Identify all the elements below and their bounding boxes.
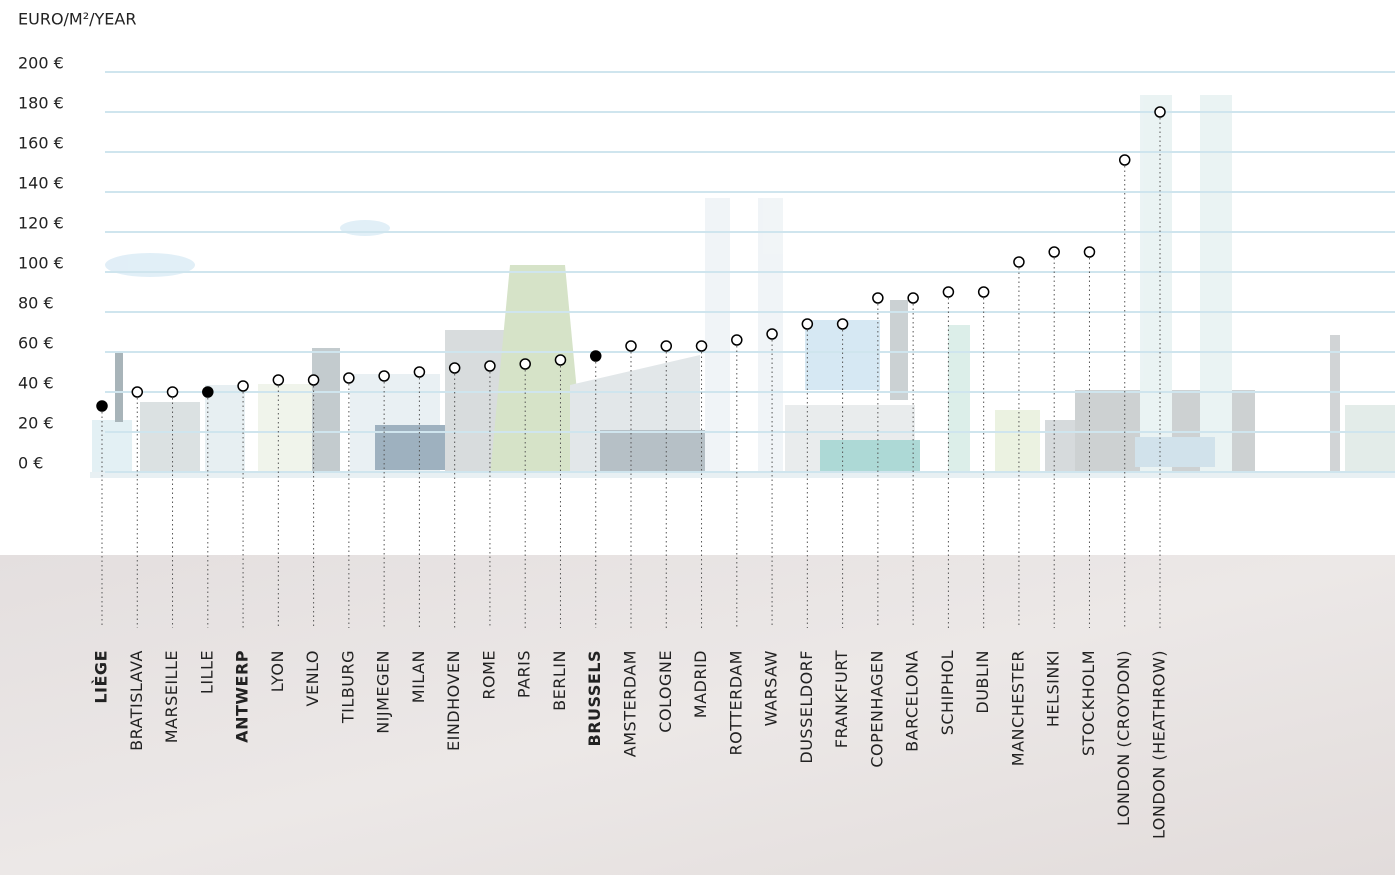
marker bbox=[307, 374, 320, 386]
x-tick-label: MADRID bbox=[691, 650, 710, 718]
marker bbox=[660, 340, 673, 352]
marker bbox=[589, 350, 602, 362]
y-tick-label: 40 € bbox=[18, 374, 54, 393]
y-tick-label: 100 € bbox=[18, 254, 64, 273]
x-tick-label: BARCELONA bbox=[903, 650, 922, 752]
marker bbox=[272, 374, 285, 386]
marker bbox=[166, 386, 179, 398]
marker bbox=[625, 340, 637, 352]
marker bbox=[237, 380, 249, 392]
x-tick-label: LIÈGE bbox=[92, 650, 111, 704]
x-tick-label: FRANKFURT bbox=[832, 650, 851, 748]
marker bbox=[1083, 246, 1096, 258]
y-tick-label: 60 € bbox=[18, 334, 54, 353]
marker bbox=[448, 362, 461, 374]
x-tick-label: MILAN bbox=[409, 650, 428, 703]
x-tick-label: WARSAW bbox=[762, 650, 781, 726]
x-tick-label: MANCHESTER bbox=[1008, 650, 1027, 766]
marker bbox=[836, 318, 849, 330]
x-tick-label: STOCKHOLM bbox=[1079, 650, 1098, 756]
marker bbox=[378, 370, 390, 382]
y-tick-label: 160 € bbox=[18, 134, 64, 153]
marker bbox=[131, 386, 144, 398]
marker bbox=[1048, 246, 1060, 258]
marker bbox=[343, 372, 355, 384]
x-tick-label: PARIS bbox=[515, 650, 534, 698]
marker bbox=[96, 400, 108, 412]
x-tick-label: LYON bbox=[268, 650, 287, 692]
x-tick-label: BERLIN bbox=[550, 650, 569, 711]
marker bbox=[484, 360, 496, 372]
marker bbox=[801, 318, 814, 330]
x-tick-label: BRATISLAVA bbox=[127, 650, 146, 751]
marker bbox=[413, 366, 426, 378]
x-tick-label: EINDHOVEN bbox=[444, 650, 463, 751]
y-tick-label: 80 € bbox=[18, 294, 54, 313]
marker bbox=[1013, 256, 1025, 268]
marker bbox=[977, 286, 990, 298]
y-tick-label: 0 € bbox=[18, 454, 43, 473]
x-tick-label: AMSTERDAM bbox=[621, 650, 640, 757]
marker bbox=[731, 334, 743, 346]
x-tick-label: MARSEILLE bbox=[162, 650, 181, 743]
marker bbox=[907, 292, 919, 304]
x-tick-label: ROTTERDAM bbox=[726, 650, 745, 756]
x-tick-label: VENLO bbox=[303, 650, 322, 706]
x-tick-label: TILBURG bbox=[338, 650, 357, 724]
marker bbox=[1154, 106, 1166, 118]
y-tick-label: 180 € bbox=[18, 94, 64, 113]
y-axis-title: EURO/M²/YEAR bbox=[18, 10, 136, 29]
x-tick-label: LONDON (HEATHROW) bbox=[1150, 650, 1169, 839]
x-tick-label: LILLE bbox=[197, 650, 216, 694]
marker bbox=[519, 358, 531, 370]
x-tick-label: BRUSSELS bbox=[585, 650, 604, 746]
x-tick-label: COLOGNE bbox=[656, 650, 675, 733]
x-tick-label: ROME bbox=[479, 650, 498, 700]
y-tick-label: 120 € bbox=[18, 214, 64, 233]
marker bbox=[202, 386, 214, 398]
marker bbox=[554, 354, 567, 366]
y-tick-label: 140 € bbox=[18, 174, 64, 193]
y-tick-label: 20 € bbox=[18, 414, 54, 433]
x-tick-label: HELSINKI bbox=[1044, 650, 1063, 727]
ground bbox=[0, 555, 1395, 875]
x-tick-label: DUSSELDORF bbox=[797, 650, 816, 764]
marker bbox=[766, 328, 778, 340]
y-tick-label: 200 € bbox=[18, 54, 64, 73]
x-tick-label: NIJMEGEN bbox=[374, 650, 393, 734]
marker bbox=[872, 292, 884, 304]
marker bbox=[695, 340, 708, 352]
x-tick-label: ANTWERP bbox=[233, 650, 252, 743]
x-tick-label: SCHIPHOL bbox=[938, 650, 957, 735]
x-tick-label: LONDON (CROYDON) bbox=[1114, 650, 1133, 826]
x-tick-label: DUBLIN bbox=[973, 650, 992, 714]
marker bbox=[1118, 154, 1131, 166]
x-tick-label: COPENHAGEN bbox=[867, 650, 886, 768]
marker bbox=[942, 286, 955, 298]
